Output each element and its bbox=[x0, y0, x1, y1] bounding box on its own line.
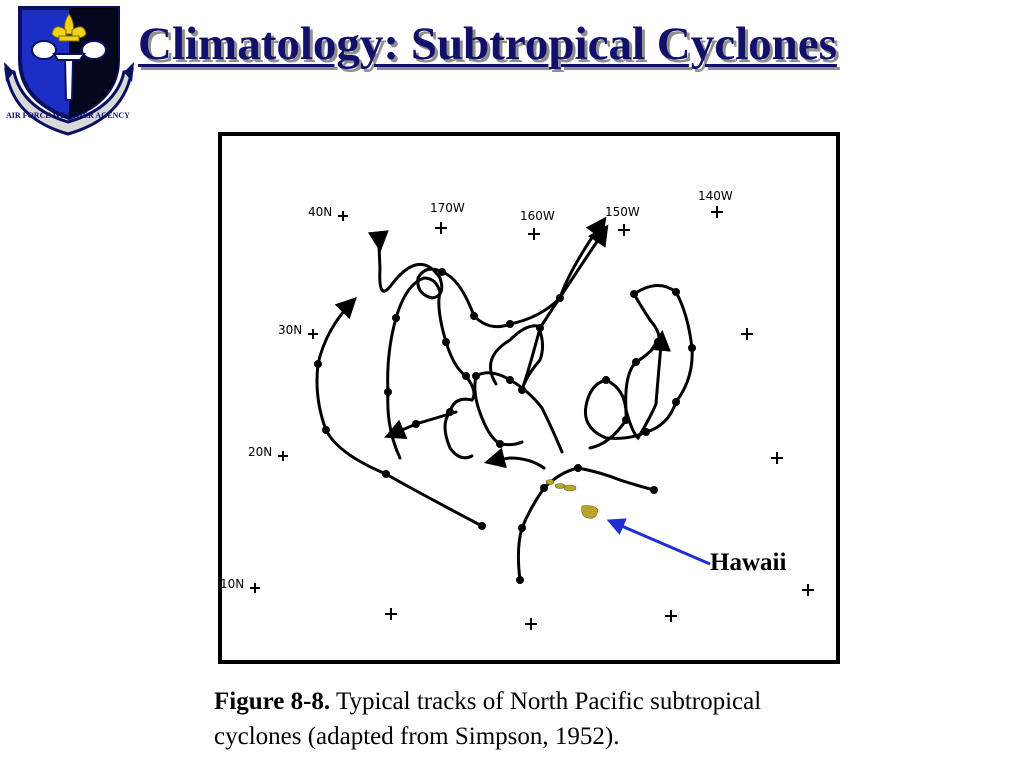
grid-crosses bbox=[385, 206, 814, 630]
track-line bbox=[473, 371, 564, 454]
cyclone-tracks bbox=[315, 216, 694, 582]
cyclone-tracks-map: 170W 160W 150W 140W 40N 30N 20N 10N bbox=[218, 132, 840, 664]
figure-label: Figure 8-8. bbox=[214, 688, 331, 715]
map-frame bbox=[218, 132, 840, 664]
track-line bbox=[483, 447, 546, 470]
afwa-emblem-logo: AIR FORCE WEATHER AGENCY bbox=[4, 6, 134, 136]
track-line bbox=[315, 297, 484, 528]
lat-label-10n: 10N bbox=[220, 577, 244, 591]
slide-title: Climatology: Subtropical Cyclones bbox=[138, 18, 837, 70]
lon-label-170w: 170W bbox=[430, 201, 465, 215]
lon-label-160w: 160W bbox=[520, 209, 555, 223]
lat-label-30n: 30N bbox=[278, 323, 302, 337]
lat-label-20n: 20N bbox=[248, 445, 272, 459]
track-line bbox=[440, 216, 607, 329]
track-line bbox=[367, 230, 444, 300]
hawaii-label: Hawaii bbox=[710, 549, 787, 576]
lon-label-140w: 140W bbox=[698, 189, 733, 203]
hawaii-islands bbox=[545, 479, 599, 519]
hawaii-callout-arrow bbox=[606, 518, 711, 566]
lat-label-40n: 40N bbox=[308, 205, 332, 219]
track-line bbox=[516, 466, 656, 582]
track-points bbox=[314, 268, 696, 584]
figure-caption: Figure 8-8. Typical tracks of North Paci… bbox=[214, 684, 854, 754]
track-line bbox=[583, 284, 694, 450]
emblem-ribbon-text: AIR FORCE WEATHER AGENCY bbox=[6, 111, 130, 120]
figure-caption-text: Typical tracks of North Pacific subtropi… bbox=[214, 688, 762, 750]
track-line bbox=[488, 224, 609, 391]
wing-symbol-icon bbox=[31, 40, 107, 101]
fleur-de-lis-icon bbox=[51, 13, 87, 42]
lon-label-150w: 150W bbox=[605, 205, 640, 219]
